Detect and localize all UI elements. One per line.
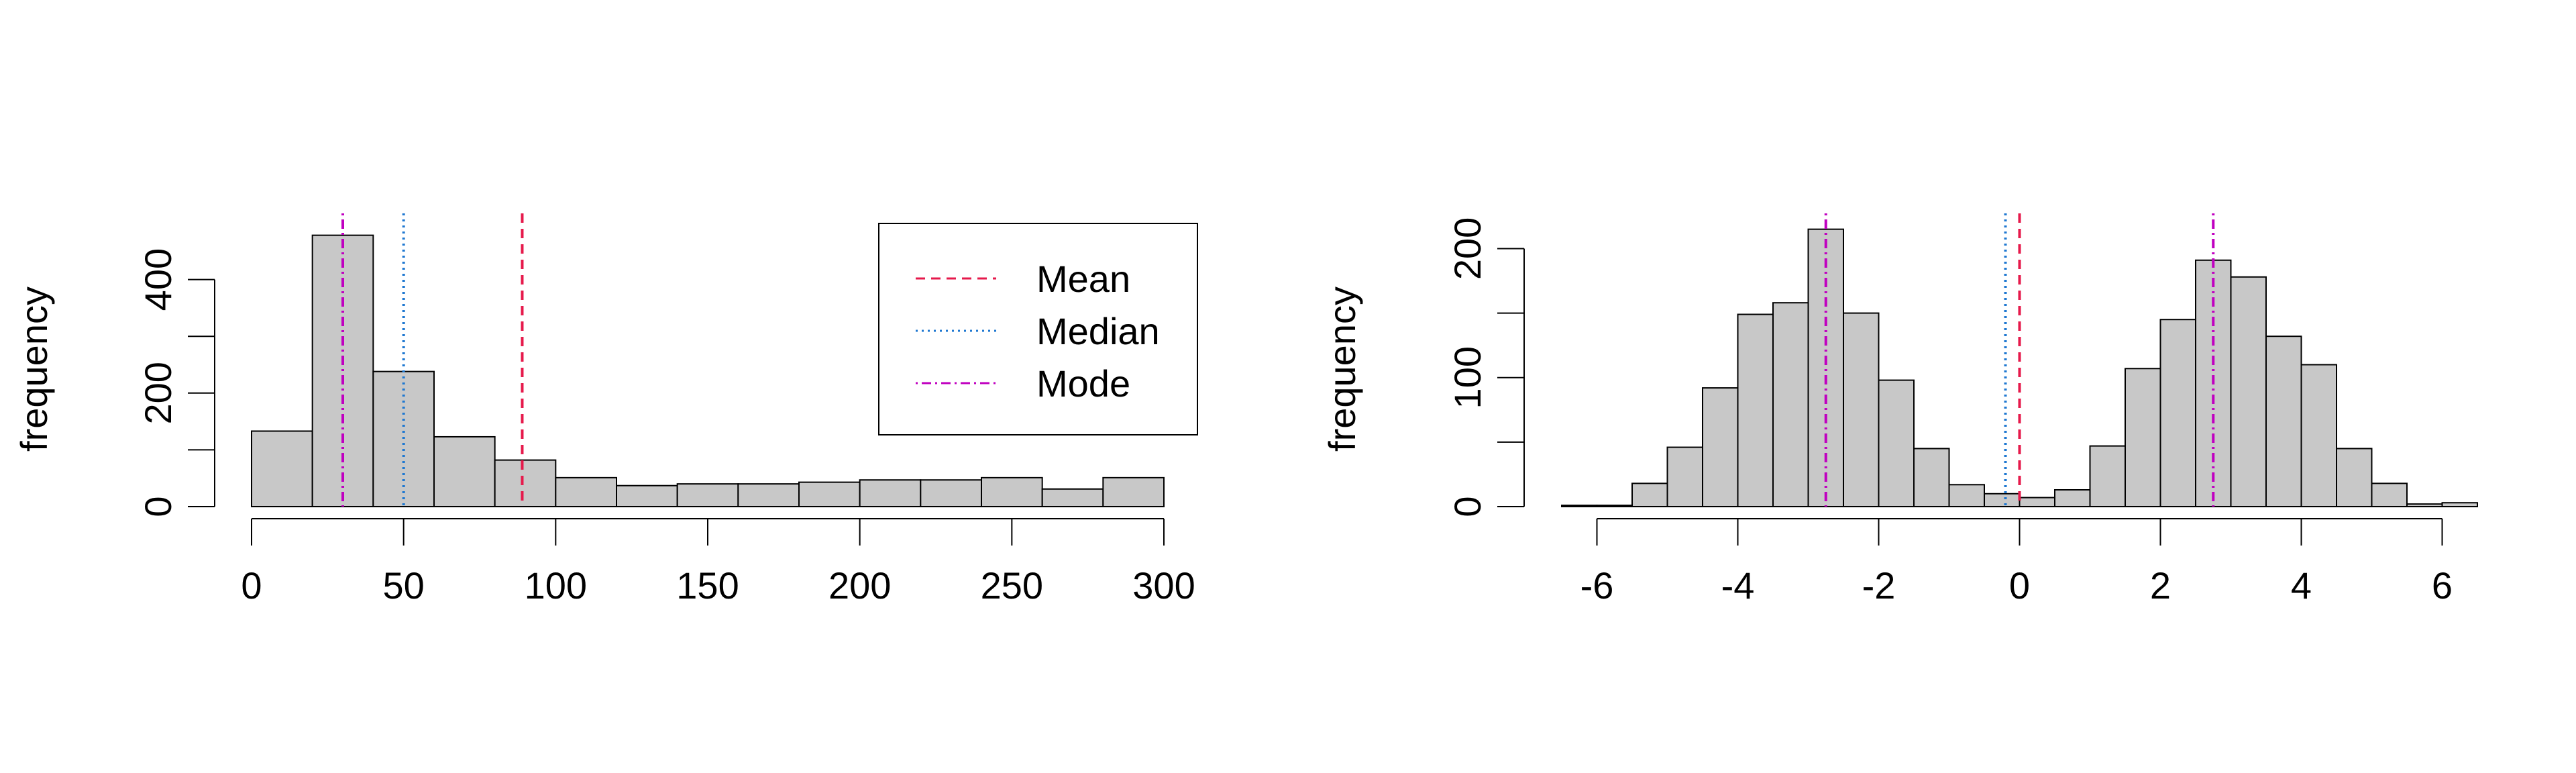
histogram-bar <box>2019 497 2055 507</box>
histogram-bar <box>1948 484 1985 508</box>
x-tick-label: 0 <box>241 564 262 607</box>
histogram-bar <box>2054 489 2091 507</box>
histogram-bar <box>981 476 1043 508</box>
x-tick-label: 100 <box>525 564 587 607</box>
histogram-bar <box>1737 313 1774 507</box>
x-tick-label: 2 <box>2150 564 2171 607</box>
histogram-bar <box>1102 476 1165 508</box>
histogram-bar <box>433 435 496 508</box>
histogram-bar <box>2441 502 2478 507</box>
legend-box <box>878 223 1198 435</box>
histogram-right: 0 100 200 -6 -4 -2 0 2 4 6 frequency <box>1321 213 2478 607</box>
histogram-bar <box>737 483 800 507</box>
histogram-bar <box>1878 379 1915 508</box>
x-tick-label: 250 <box>981 564 1043 607</box>
x-tick-label: -4 <box>1721 564 1755 607</box>
x-tick-label: 300 <box>1132 564 1195 607</box>
x-tick-label: 6 <box>2432 564 2453 607</box>
histogram-bar <box>859 479 922 507</box>
x-tick-label: -2 <box>1862 564 1896 607</box>
histogram-bar <box>1913 448 1950 508</box>
histogram-bar <box>251 430 313 507</box>
histogram-bar <box>1772 302 1809 507</box>
histogram-bar <box>2159 319 2196 507</box>
histogram-bar <box>2125 368 2161 507</box>
histogram-bar <box>2089 445 2126 508</box>
x-tick-label: 200 <box>828 564 891 607</box>
y-tick-label: 0 <box>137 496 179 517</box>
x-tick-label: 50 <box>383 564 425 607</box>
histogram-bar <box>2265 336 2302 508</box>
histogram-bar <box>1984 493 2021 507</box>
histogram-bar <box>1843 312 1880 507</box>
histogram-bar <box>1666 446 1703 508</box>
histogram-bar <box>2406 503 2443 507</box>
histogram-bar <box>2336 448 2373 508</box>
y-axis-label: frequency <box>13 287 55 452</box>
histogram-bar <box>1631 482 1668 508</box>
histogram-bar <box>920 479 983 507</box>
histogram-bar <box>494 459 557 507</box>
histogram-bar <box>798 481 861 508</box>
histogram-bar <box>2230 276 2267 507</box>
histogram-bar <box>372 370 435 507</box>
x-tick-label: 4 <box>2291 564 2312 607</box>
x-tick-label: -6 <box>1580 564 1614 607</box>
histogram-bar <box>1702 387 1739 507</box>
y-tick-label: 400 <box>137 248 179 311</box>
histogram-bar <box>1596 505 1633 507</box>
histogram-bar <box>2300 364 2337 507</box>
legend-label: Mode <box>1036 362 1130 405</box>
histogram-bar <box>1807 228 1844 507</box>
histogram-bar <box>616 484 678 507</box>
y-tick-label: 200 <box>1446 217 1489 280</box>
y-tick-label: 100 <box>1446 346 1489 409</box>
y-tick-label: 200 <box>137 362 179 424</box>
legend-label: Median <box>1036 310 1160 352</box>
histogram-bar <box>2371 482 2408 508</box>
y-tick-label: 0 <box>1446 496 1489 517</box>
x-tick-label: 150 <box>676 564 739 607</box>
histogram-bar <box>1561 505 1598 507</box>
histogram-bar <box>555 476 617 508</box>
x-tick-label: 0 <box>2009 564 2030 607</box>
histogram-bar <box>676 483 739 507</box>
legend-label: Mean <box>1036 258 1130 300</box>
histogram-bar <box>1041 488 1104 507</box>
y-axis-label: frequency <box>1321 287 1363 452</box>
legend: Mean Median Mode <box>878 223 1198 435</box>
